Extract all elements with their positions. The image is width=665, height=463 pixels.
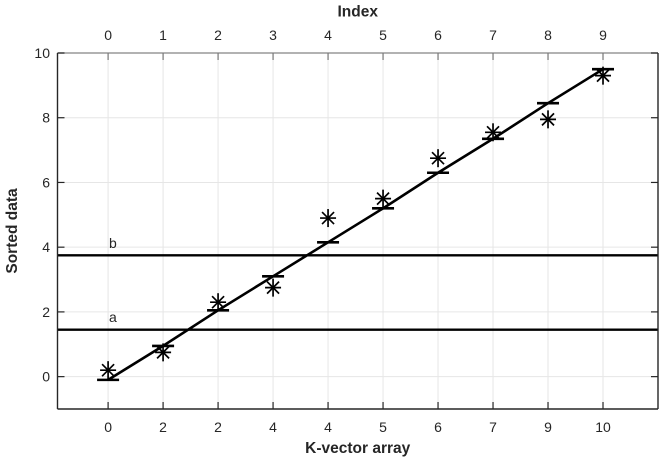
- fit-line: [107, 68, 604, 381]
- marker-asterisk: [375, 189, 392, 208]
- marker-asterisk-stroke: [486, 125, 500, 139]
- threshold-label-b: b: [109, 235, 117, 251]
- y-tick-label: 4: [42, 239, 50, 255]
- marker-asterisk: [265, 278, 282, 297]
- top-tick-label: 0: [104, 27, 112, 43]
- top-axis-title: Index: [337, 4, 378, 21]
- top-tick-label: 6: [434, 27, 442, 43]
- axes-layer: [56, 52, 659, 410]
- bottom-tick-label: 2: [159, 419, 167, 435]
- marker-asterisk: [210, 293, 227, 312]
- top-tick-label: 5: [379, 27, 387, 43]
- bottom-tick-label: 4: [324, 419, 332, 435]
- top-tick-label: 8: [544, 27, 552, 43]
- top-tick-label: 2: [214, 27, 222, 43]
- bottom-tick-label: 9: [544, 419, 552, 435]
- bottom-tick-label: 4: [269, 419, 277, 435]
- grid-layer: [57, 52, 658, 409]
- marker-asterisk-stroke: [101, 363, 115, 377]
- top-tick-label: 9: [599, 27, 607, 43]
- marker-asterisk: [100, 361, 117, 380]
- y-axis-label: Sorted data: [4, 188, 21, 274]
- bottom-tick-label: 5: [379, 419, 387, 435]
- marker-asterisk-stroke: [266, 281, 280, 295]
- marker-asterisk: [320, 209, 337, 228]
- threshold-label-a: a: [109, 309, 117, 325]
- top-tick-label: 1: [159, 27, 167, 43]
- y-tick-label: 2: [42, 304, 50, 320]
- bottom-tick-label: 7: [489, 419, 497, 435]
- threshold-lines-layer: ab: [57, 235, 658, 331]
- y-tick-label: 10: [34, 45, 50, 61]
- marker-asterisk-stroke: [541, 112, 555, 126]
- marker-asterisk-stroke: [211, 295, 225, 309]
- top-tick-label: 3: [269, 27, 277, 43]
- marker-asterisk: [430, 149, 447, 168]
- x-axis-label: K-vector array: [305, 440, 410, 457]
- marker-asterisk-stroke: [596, 69, 610, 83]
- bottom-tick-label: 2: [214, 419, 222, 435]
- marker-asterisk-stroke: [376, 192, 390, 206]
- tick-label-layer: 0 0 1 2 2 2 3 4 4 4 5 5 6 6 7 7 8 9 9 10 0 2 4 6 8 10: [34, 27, 611, 435]
- top-tick-label: 7: [489, 27, 497, 43]
- marker-asterisk-stroke: [321, 211, 335, 225]
- marker-asterisk-stroke: [431, 151, 445, 165]
- y-tick-label: 8: [42, 110, 50, 126]
- y-tick-label: 0: [42, 369, 50, 385]
- bottom-tick-label: 0: [104, 419, 112, 435]
- top-tick-label: 4: [324, 27, 332, 43]
- bottom-tick-label: 6: [434, 419, 442, 435]
- bottom-tick-label: 10: [595, 419, 611, 435]
- data-layer: [97, 66, 615, 382]
- marker-asterisk: [540, 110, 557, 129]
- y-tick-label: 6: [42, 174, 50, 190]
- marker-asterisk-stroke: [156, 345, 170, 359]
